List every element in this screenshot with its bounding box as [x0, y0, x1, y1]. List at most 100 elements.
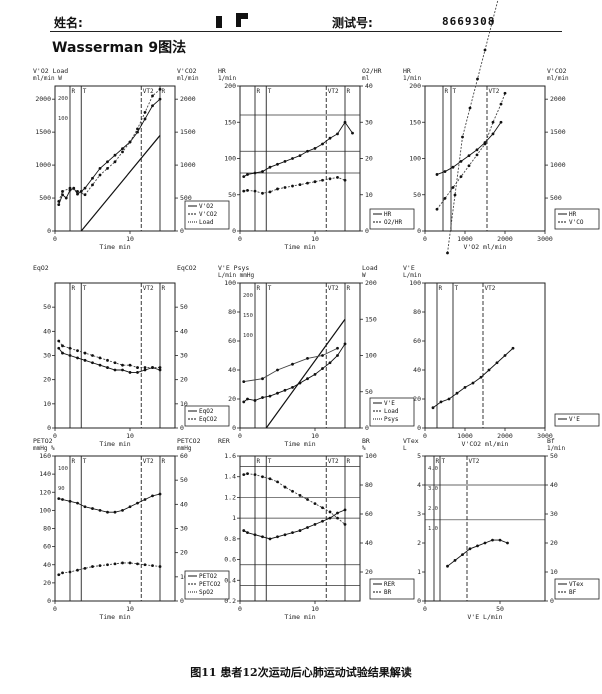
plot-frame [239, 282, 361, 429]
data-point [268, 190, 272, 194]
y-left-tick-label: 1.2 [224, 493, 236, 501]
y-left-tick-label: 200 [409, 82, 421, 90]
y-left-tick-label: 0 [47, 424, 51, 432]
inner-tick-label: 150 [243, 313, 253, 319]
series-trace [243, 509, 346, 540]
data-point [446, 564, 449, 568]
data-point [491, 538, 494, 542]
y-right-tick-label: 30 [180, 525, 188, 533]
data-point [98, 173, 102, 177]
data-point [113, 510, 117, 514]
data-point [61, 498, 64, 501]
data-point [476, 77, 479, 81]
x-tick-label: 0 [423, 432, 427, 440]
x-tick-label: 0 [423, 605, 427, 613]
data-point [143, 498, 147, 501]
data-point [268, 394, 272, 398]
threshold-label: R [439, 285, 443, 292]
y-left-axis-title: HR [403, 67, 411, 75]
data-point [475, 153, 479, 157]
data-point [242, 529, 246, 532]
data-point [336, 132, 339, 136]
y-left-axis-title: HR [218, 67, 226, 75]
data-point [136, 371, 139, 374]
data-point [451, 165, 455, 169]
y-right-axis-unit: % [362, 445, 366, 452]
data-point [268, 165, 272, 169]
x-tick-label: 3000 [537, 432, 553, 440]
data-point [68, 188, 72, 192]
y-left-tick-label: 40 [228, 366, 236, 374]
x-tick-label: 10 [126, 432, 134, 440]
data-point [306, 377, 309, 381]
y-left-tick-label: 120 [39, 488, 51, 496]
threshold-label: R [72, 285, 76, 292]
data-point [328, 516, 332, 520]
data-point [57, 497, 61, 500]
x-tick-label: 10 [311, 432, 319, 440]
data-point [246, 173, 249, 176]
legend-entry: V'E [569, 416, 580, 423]
legend-entry: PETO2 [199, 573, 217, 580]
data-point [68, 186, 72, 190]
threshold-label: R [162, 285, 166, 292]
y-right-tick-label: 30 [550, 510, 558, 518]
data-point [276, 480, 279, 484]
y-left-tick-label: 0 [417, 424, 421, 432]
inner-tick-label: 100 [58, 116, 68, 122]
y-left-axis-unit: ml/min W [33, 75, 62, 82]
data-point [106, 563, 109, 567]
series-trace [58, 88, 161, 202]
legend-entry: PETCO2 [199, 581, 221, 588]
y-right-tick-label: 1000 [550, 161, 566, 169]
y-right-tick-label: 20 [365, 568, 373, 576]
y-left-axis-title: PETO2 [33, 437, 53, 445]
y-left-tick-label: 0 [417, 597, 421, 605]
x-tick-label: 0 [53, 235, 57, 243]
data-point [83, 186, 87, 190]
y-right-tick-label: 60 [365, 510, 373, 518]
data-point [447, 397, 451, 401]
panel-p3: HR1/minV'CO2ml/min0501001502005001000150… [403, 67, 600, 251]
y-right-tick-label: 2000 [550, 95, 566, 103]
series-trace [243, 343, 346, 403]
plot-frame [239, 85, 361, 232]
data-point [498, 538, 502, 542]
y-right-tick-label: 0 [180, 597, 184, 605]
data-point [261, 170, 264, 173]
data-point [276, 162, 279, 166]
data-point [253, 533, 257, 537]
x-tick-label: 0 [238, 235, 242, 243]
series-trace [243, 347, 338, 383]
y-left-tick-label: 1000 [35, 161, 51, 169]
legend-entry: VTex [569, 581, 584, 588]
data-point [503, 354, 507, 357]
data-point [246, 472, 249, 476]
threshold-label: VT2 [328, 458, 339, 465]
y-right-tick-label: 20 [365, 155, 373, 163]
data-point [461, 553, 464, 556]
data-point [76, 501, 79, 505]
y-right-tick-label: 50 [365, 388, 373, 396]
data-point [68, 346, 72, 350]
y-right-axis-unit: mmHg [177, 445, 192, 452]
data-point [298, 529, 302, 532]
inner-tick-label: 200 [243, 293, 253, 299]
data-point [113, 361, 117, 365]
y-left-axis-unit: 1/min [218, 75, 236, 82]
inner-tick-label: 100 [243, 333, 253, 339]
data-point [246, 189, 249, 192]
data-point [483, 142, 487, 146]
y-right-axis-unit: ml/min [547, 75, 569, 82]
y-left-tick-label: 30 [43, 352, 51, 360]
data-point [306, 498, 309, 501]
data-point [158, 565, 162, 568]
y-left-tick-label: 160 [39, 452, 51, 460]
y-right-tick-label: 20 [180, 549, 188, 557]
legend-entry: HR [569, 211, 577, 218]
series-trace [58, 340, 160, 369]
y-right-tick-label: 1500 [550, 128, 566, 136]
plot-frame [239, 455, 361, 602]
